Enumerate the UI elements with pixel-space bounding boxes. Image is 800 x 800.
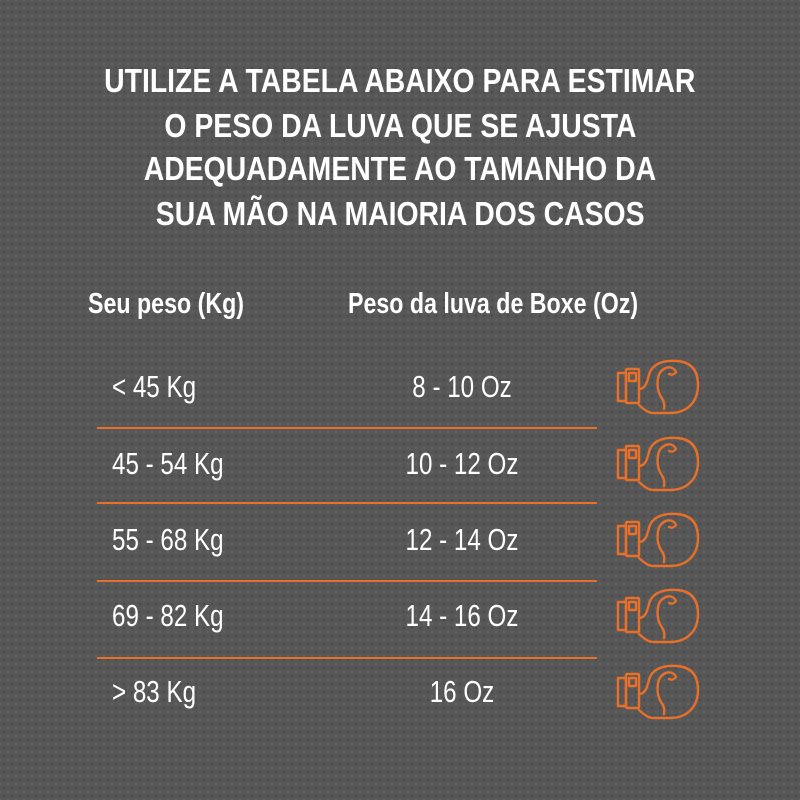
glove-weight-cell: 8 - 10 Oz: [412, 369, 512, 404]
boxing-glove-icon: [614, 436, 700, 494]
glove-weight-cell: 12 - 14 Oz: [405, 522, 519, 557]
column-header-weight: Seu peso (Kg): [88, 288, 244, 320]
row-divider: [97, 502, 597, 504]
boxing-glove-icon: [614, 588, 700, 646]
heading-line: O PESO DA LUVA QUE SE AJUSTA: [0, 107, 800, 145]
heading-line: UTILIZE A TABELA ABAIXO PARA ESTIMAR: [0, 62, 800, 100]
weight-cell: 69 - 82 Kg: [112, 598, 224, 633]
column-header-glove: Peso da luva de Boxe (Oz): [348, 288, 639, 320]
weight-cell: 55 - 68 Kg: [112, 522, 224, 557]
glove-weight-cell: 16 Oz: [429, 674, 495, 709]
heading-line: ADEQUADAMENTE AO TAMANHO DA: [0, 150, 800, 188]
heading-text: UTILIZE A TABELA ABAIXO PARA ESTIMAR: [104, 62, 696, 99]
weight-cell: > 83 Kg: [112, 674, 197, 709]
heading-text: ADEQUADAMENTE AO TAMANHO DA: [143, 150, 657, 187]
boxing-glove-icon: [614, 359, 700, 417]
glove-weight-cell: 14 - 16 Oz: [405, 598, 519, 633]
row-divider: [97, 427, 597, 429]
weight-cell: < 45 Kg: [112, 369, 197, 404]
weight-cell: 45 - 54 Kg: [112, 446, 224, 481]
boxing-glove-icon: [614, 512, 700, 570]
boxing-glove-icon: [614, 664, 700, 722]
glove-weight-cell: 10 - 12 Oz: [405, 446, 519, 481]
row-divider: [97, 657, 597, 659]
heading-text: O PESO DA LUVA QUE SE AJUSTA: [163, 107, 637, 144]
heading-text: SUA MÃO NA MAIORIA DOS CASOS: [155, 195, 645, 232]
heading-line: SUA MÃO NA MAIORIA DOS CASOS: [0, 195, 800, 233]
row-divider: [97, 580, 597, 582]
